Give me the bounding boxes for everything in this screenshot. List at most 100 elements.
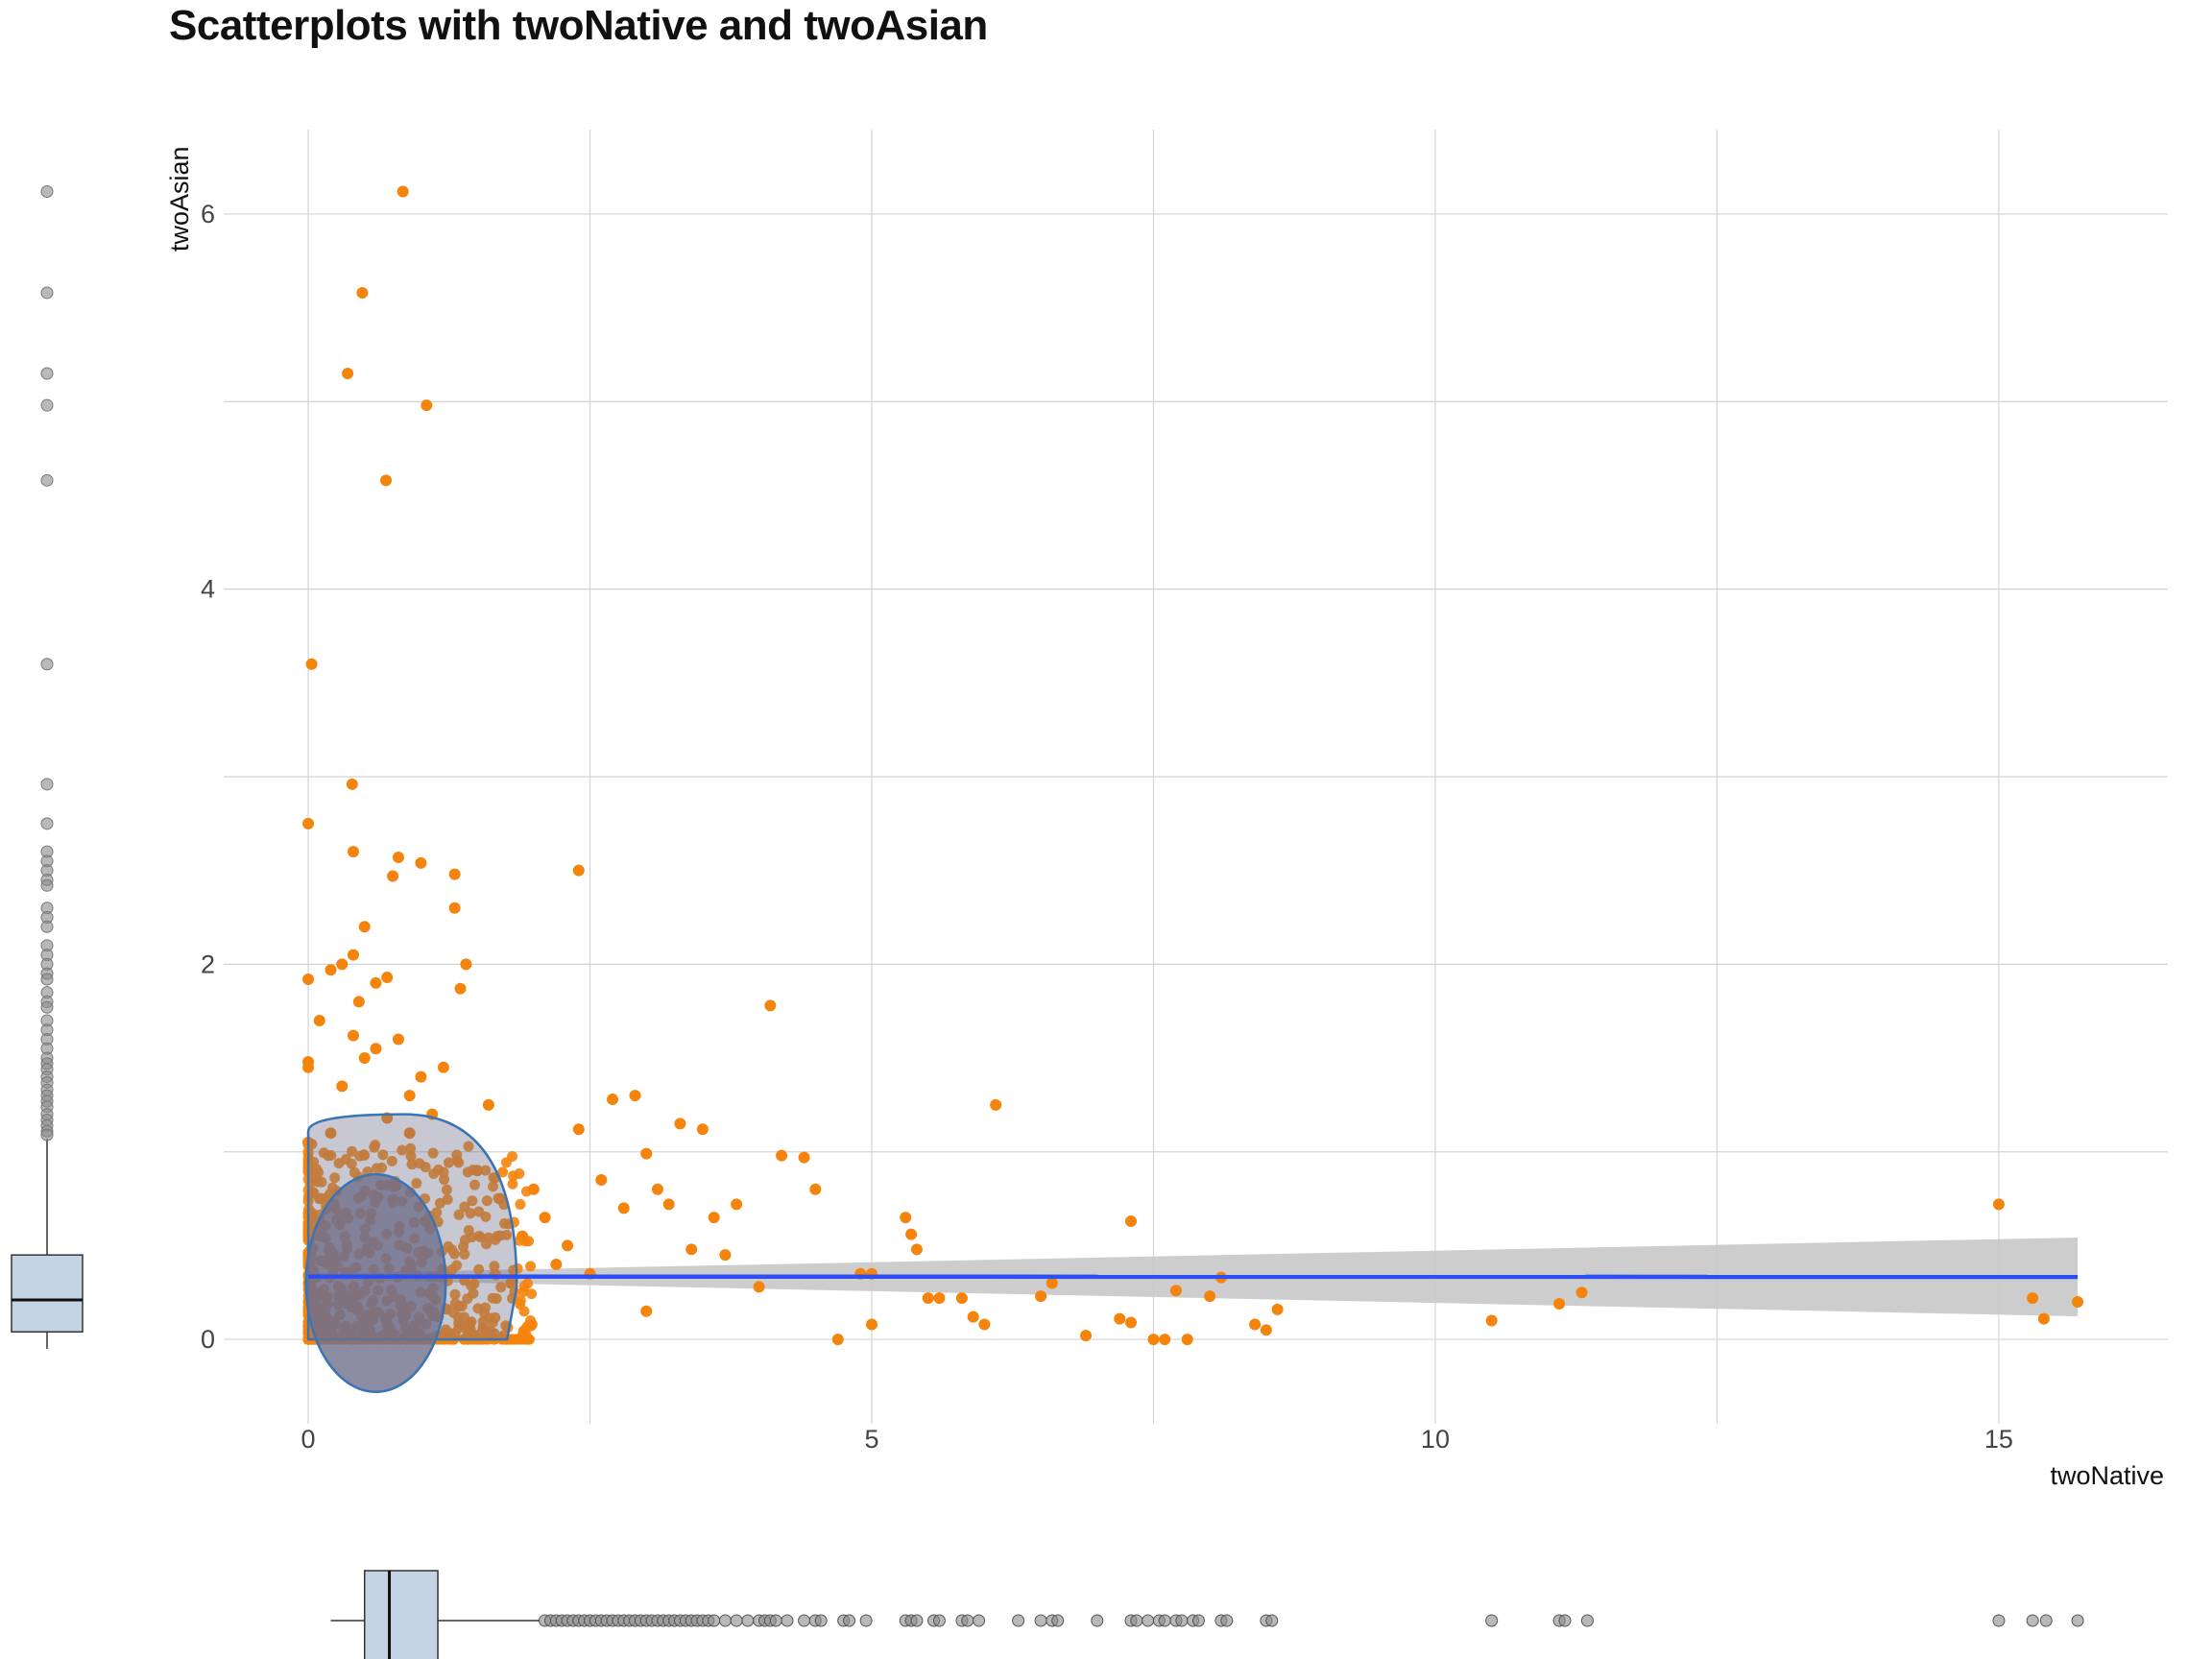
scatter-point [491, 1293, 502, 1305]
scatter-point [1181, 1334, 1193, 1346]
scatter-point [316, 1176, 327, 1188]
scatter-point [397, 185, 409, 198]
x-outlier-point [1091, 1614, 1104, 1627]
x-outlier-point [1558, 1614, 1572, 1627]
scatter-point [527, 1183, 540, 1195]
y-tick-label: 6 [201, 200, 215, 228]
scatter-point [1046, 1277, 1058, 1289]
x-outlier-point [708, 1614, 721, 1627]
x-axis-label: twoNative [2050, 1461, 2164, 1490]
scatter-point [459, 1248, 470, 1260]
y-box [11, 1254, 84, 1334]
scatter-point [415, 1070, 427, 1083]
scatter-point [651, 1183, 663, 1195]
scatter-point [719, 1249, 732, 1262]
scatter-point [347, 1145, 358, 1157]
scatter-point [955, 1292, 968, 1305]
scatter-point [572, 864, 585, 877]
marginal-y-boxplot [11, 184, 84, 1350]
scatter-point [471, 1165, 484, 1177]
scatter-point [477, 1316, 489, 1328]
scatter-point [674, 1118, 686, 1130]
scatter-point [526, 1288, 538, 1300]
scatter-point [461, 1321, 472, 1333]
x-tick-label: 15 [1984, 1425, 2013, 1454]
x-outlier-point [741, 1614, 755, 1627]
scatter-point [515, 1198, 526, 1210]
x-outlier-point [769, 1614, 782, 1627]
scatter-point [1114, 1312, 1126, 1325]
scatter-point [453, 1317, 465, 1329]
scatter-point [302, 1055, 315, 1068]
scatter-point [617, 1202, 630, 1214]
x-outlier-point [730, 1614, 743, 1627]
y-outlier-point [40, 658, 54, 671]
scatter-point [454, 982, 467, 995]
scatter-point [440, 1324, 451, 1335]
y-outlier-point [40, 920, 54, 933]
scatter-point [463, 1141, 474, 1152]
scatter-point [517, 1230, 529, 1242]
scatter-point [449, 1288, 461, 1300]
scatter-point [495, 1282, 507, 1293]
x-outlier-point [973, 1614, 986, 1627]
scatter-point [640, 1305, 653, 1317]
x-outlier-point [1130, 1614, 1143, 1627]
scatter-point [910, 1243, 923, 1256]
x-outlier-point [932, 1614, 946, 1627]
scatter-points-layer [302, 185, 2084, 1346]
scatter-point [507, 1178, 518, 1190]
scatter-point [462, 1166, 473, 1178]
scatter-point [381, 972, 394, 984]
scatter-point [377, 1149, 389, 1161]
density-contour-layer [304, 1113, 518, 1394]
scatter-point [1992, 1198, 2005, 1211]
scatter-point [371, 1163, 382, 1174]
scatter-point [480, 1238, 492, 1250]
x-outlier-point [798, 1614, 811, 1627]
y-outlier-point [40, 973, 54, 986]
scatter-point [1575, 1286, 1588, 1299]
scatter-point [696, 1123, 709, 1136]
scatter-point [315, 1192, 326, 1204]
x-outlier-point [1012, 1614, 1025, 1627]
chart-title: Scatterplots with twoNative and twoAsian [169, 2, 988, 49]
scatter-point [505, 1277, 517, 1289]
scatter-point [421, 399, 433, 412]
scatter-point [467, 1195, 478, 1207]
scatter-point [562, 1239, 574, 1252]
scatter-point [685, 1243, 698, 1256]
scatter-point [497, 1166, 509, 1178]
scatter-point [448, 1248, 460, 1260]
x-tick-label: 5 [864, 1425, 878, 1454]
scatter-point [392, 852, 404, 864]
scatter-point [515, 1334, 526, 1345]
scatter-point [525, 1261, 537, 1272]
scatter-point [305, 658, 318, 670]
scatter-point [518, 1281, 530, 1292]
scatter-point [469, 1179, 481, 1190]
scatter-point [1125, 1316, 1137, 1329]
tick-labels-layer: 0 5 10 15 0 2 4 6 [201, 200, 2013, 1454]
scatter-point [405, 1142, 417, 1154]
x-outlier-point [814, 1614, 828, 1627]
scatter-point [1147, 1334, 1160, 1346]
y-outlier-point [40, 817, 54, 830]
scatter-point [978, 1318, 991, 1331]
marginal-x-boxplot [330, 1570, 2084, 1659]
y-axis-label: twoAsian [165, 146, 194, 252]
scatter-point [490, 1311, 501, 1323]
x-tick-label: 0 [301, 1425, 316, 1454]
y-tick-label: 0 [201, 1325, 215, 1354]
scatter-point [333, 1158, 345, 1169]
scatter-point [1260, 1324, 1272, 1336]
scatter-point [933, 1292, 946, 1305]
scatter-point [342, 367, 354, 379]
scatter-point [1080, 1330, 1093, 1342]
scatter-point [392, 1033, 404, 1046]
scatter-point [336, 1080, 349, 1093]
scatter-point [358, 921, 371, 933]
scatter-point [449, 1328, 461, 1339]
scatter-point [798, 1151, 810, 1164]
